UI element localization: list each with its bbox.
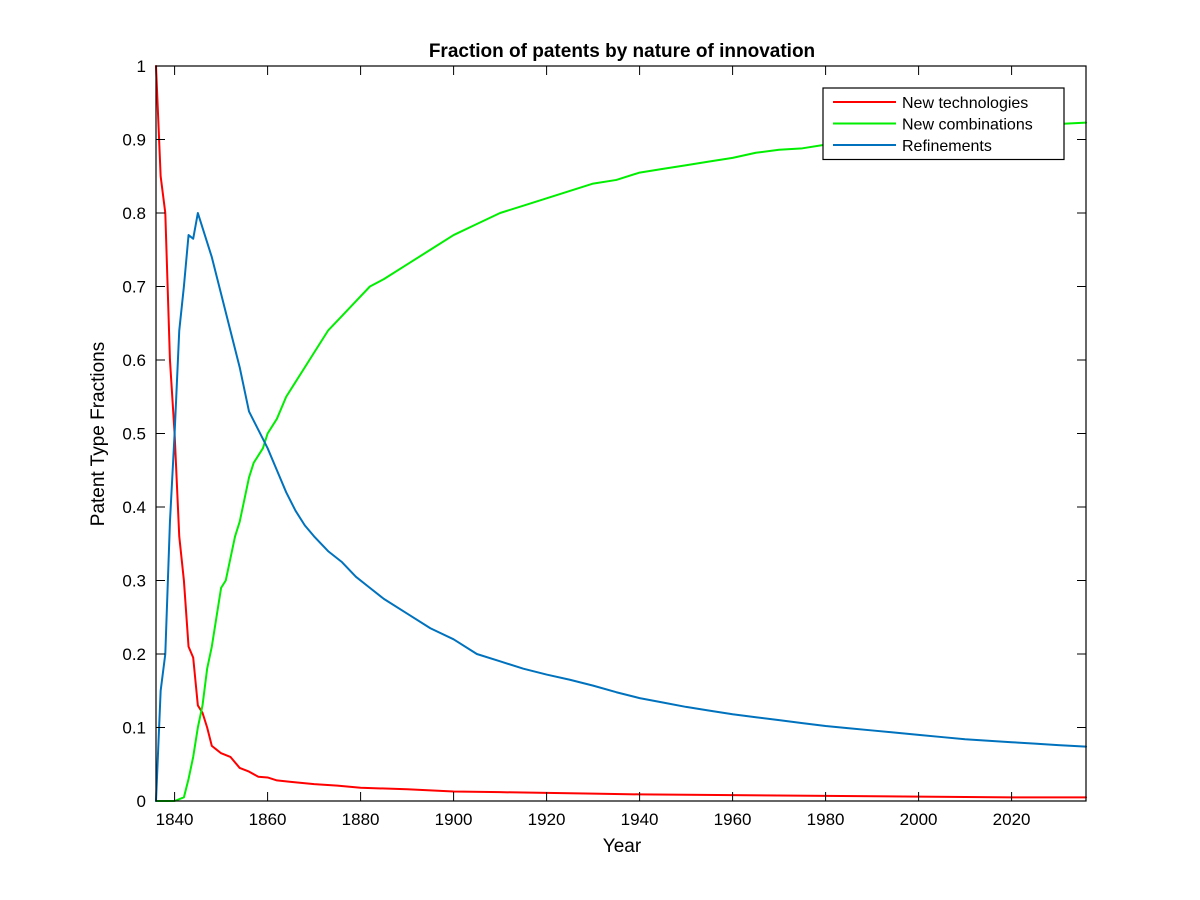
plot-background <box>156 66 1086 801</box>
legend: New technologies New combinations Refineme… <box>823 88 1064 160</box>
y-tick-label: 0.8 <box>122 204 146 223</box>
y-tick-label: 0.4 <box>122 498 146 517</box>
y-tick-label: 0.5 <box>122 425 146 444</box>
legend-label: New combinations <box>902 117 1033 134</box>
y-axis-label: Patent Type Fractions <box>88 342 109 526</box>
chart-title: Fraction of patents by nature of innovat… <box>429 41 815 62</box>
x-tick-label: 1920 <box>528 810 566 829</box>
y-tick-label: 0.1 <box>122 719 146 738</box>
plot-area <box>156 66 1086 801</box>
x-tick-label: 2020 <box>993 810 1031 829</box>
y-tick-label: 0.6 <box>122 351 146 370</box>
y-tick-label: 0.7 <box>122 278 146 297</box>
legend-label: Refinements <box>902 138 992 155</box>
x-tick-label: 2000 <box>900 810 938 829</box>
legend-label: New technologies <box>902 95 1028 112</box>
y-tick-label: 0.3 <box>122 572 146 591</box>
y-tick-label: 0.9 <box>122 131 146 150</box>
x-tick-label: 1880 <box>342 810 380 829</box>
x-tick-label: 1960 <box>714 810 752 829</box>
y-tick-label: 0 <box>137 792 146 811</box>
y-tick-label: 1 <box>137 57 146 76</box>
x-axis-label: Year <box>603 836 642 857</box>
x-tick-label: 1940 <box>621 810 659 829</box>
x-tick-label: 1840 <box>156 810 194 829</box>
x-tick-label: 1980 <box>807 810 845 829</box>
y-tick-label: 0.2 <box>122 645 146 664</box>
x-tick-label: 1900 <box>435 810 473 829</box>
x-tick-label: 1860 <box>249 810 287 829</box>
